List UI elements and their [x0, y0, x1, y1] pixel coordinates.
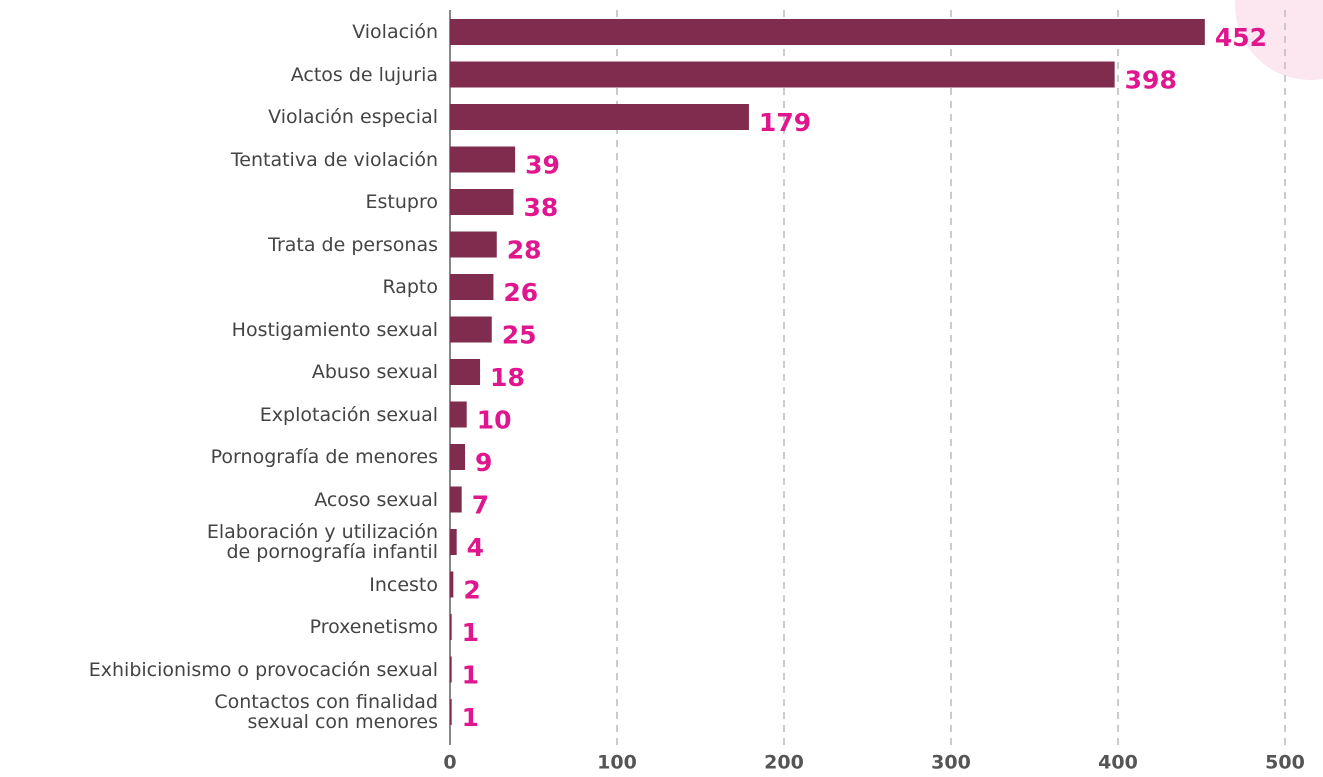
decoration: [1235, 0, 1323, 80]
bar: [450, 104, 749, 130]
bar: [450, 571, 454, 598]
category-label: Violación especial: [268, 106, 438, 128]
bar: [450, 274, 494, 300]
x-tick-label: 200: [764, 752, 804, 774]
value-label: 28: [507, 236, 542, 265]
value-label: 26: [503, 278, 538, 307]
bar: [450, 146, 516, 173]
value-label: 1: [462, 703, 479, 732]
value-label: 4: [467, 533, 484, 562]
category-label: Actos de lujuria: [290, 63, 438, 86]
bar: [450, 699, 452, 725]
x-tick-label: 500: [1265, 752, 1305, 774]
bar: [450, 189, 514, 215]
category-label: Exhibicionismo o provocación sexual: [88, 658, 438, 681]
value-label: 1: [462, 618, 479, 647]
category-label: Incesto: [369, 573, 438, 596]
bar: [450, 316, 492, 343]
category-label: Rapto: [382, 276, 438, 298]
category-label: Acoso sexual: [314, 488, 438, 511]
x-tick-label: 300: [931, 752, 971, 774]
x-tick-label: 400: [1098, 752, 1138, 774]
category-label: Tentativa de violación: [230, 148, 438, 171]
bar: [450, 401, 467, 428]
bar: [450, 656, 452, 683]
x-tick-label: 100: [597, 752, 637, 774]
value-label: 10: [477, 406, 512, 435]
value-label: 1: [462, 661, 479, 690]
bar: [450, 359, 481, 385]
bar: [450, 19, 1205, 45]
value-label: 39: [525, 151, 560, 180]
value-label: 179: [759, 108, 811, 137]
category-label: Hostigamiento sexual: [231, 318, 438, 341]
category-label: Estupro: [365, 191, 438, 213]
category-label: Trata de personas: [268, 233, 438, 256]
category-label: Abuso sexual: [311, 361, 438, 383]
value-label: 452: [1215, 23, 1267, 52]
bar: [450, 486, 462, 513]
value-label: 398: [1125, 66, 1177, 95]
category-label: Explotación sexual: [259, 403, 438, 426]
x-tick-label: 0: [443, 752, 456, 774]
bar: [450, 529, 457, 555]
bar: [450, 444, 466, 470]
value-label: 38: [523, 193, 558, 222]
category-label: Proxenetismo: [309, 616, 438, 638]
bar: [450, 61, 1115, 88]
category-label: Violación: [352, 21, 438, 43]
bar: [450, 231, 497, 258]
category-label: Elaboración y utilización de pornografía…: [206, 521, 438, 563]
category-label: Contactos con finalidad sexual con menor…: [214, 691, 438, 733]
value-label: 2: [463, 576, 480, 605]
bar: [450, 614, 452, 640]
value-label: 7: [472, 491, 489, 520]
value-label: 9: [475, 448, 492, 477]
value-label: 25: [502, 321, 537, 350]
category-label: Pornografía de menores: [210, 446, 438, 468]
value-label: 18: [490, 363, 525, 392]
